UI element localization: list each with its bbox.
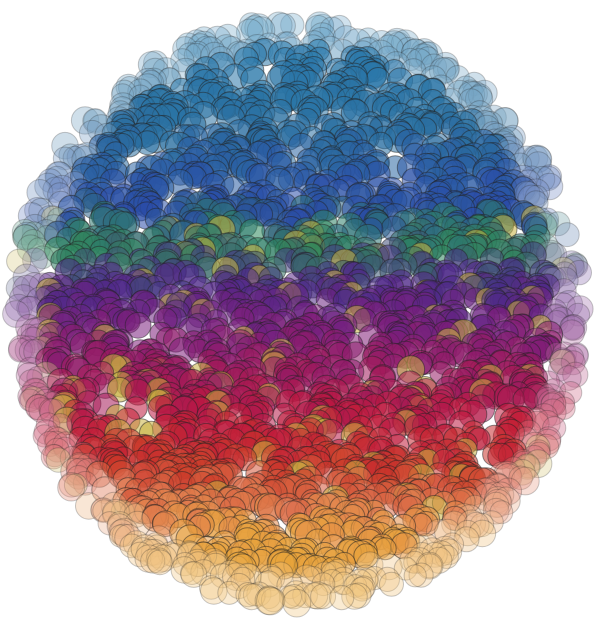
circle xyxy=(16,234,45,263)
circle xyxy=(379,571,404,597)
circle xyxy=(468,83,493,108)
circle xyxy=(6,248,32,274)
circle xyxy=(521,144,549,172)
circle xyxy=(398,47,422,72)
circle xyxy=(110,83,135,107)
circle xyxy=(386,31,411,57)
circle xyxy=(537,164,563,190)
circle xyxy=(524,151,552,179)
circle xyxy=(414,41,444,70)
circle xyxy=(191,26,217,51)
circle xyxy=(437,57,460,81)
circle xyxy=(410,38,438,66)
circle xyxy=(522,178,551,206)
circle xyxy=(137,51,165,79)
circle xyxy=(369,30,395,55)
circle xyxy=(310,13,335,38)
circle xyxy=(280,12,305,38)
circle xyxy=(143,50,169,76)
circle xyxy=(214,23,241,50)
circle xyxy=(170,48,195,73)
circle xyxy=(558,250,585,277)
circle xyxy=(409,43,438,72)
circle xyxy=(522,144,552,174)
circle xyxy=(382,27,412,57)
circle xyxy=(453,75,479,101)
circle xyxy=(329,585,355,611)
circle xyxy=(458,79,483,104)
circle xyxy=(270,12,296,39)
circle xyxy=(560,255,585,280)
circle xyxy=(566,295,594,323)
circle xyxy=(147,549,173,576)
circle xyxy=(554,222,580,248)
circle xyxy=(2,300,30,328)
circle xyxy=(12,224,39,250)
circle xyxy=(566,259,592,286)
circle xyxy=(379,30,409,60)
circle xyxy=(26,179,54,206)
circle xyxy=(462,71,487,97)
circle xyxy=(172,36,198,62)
circle xyxy=(13,221,41,250)
circle xyxy=(319,16,345,42)
circle xyxy=(414,41,439,65)
circle xyxy=(42,176,69,203)
circle xyxy=(415,46,440,71)
circle xyxy=(525,145,553,173)
circle xyxy=(9,284,38,313)
circle xyxy=(34,172,62,200)
circle xyxy=(115,73,142,100)
circle xyxy=(20,229,46,254)
circle xyxy=(566,302,591,327)
circle xyxy=(471,79,498,107)
circle xyxy=(5,275,31,301)
circle xyxy=(83,108,107,133)
circle xyxy=(327,14,352,40)
circle xyxy=(17,202,46,230)
circle xyxy=(38,168,63,194)
circle xyxy=(535,165,562,191)
circle xyxy=(564,253,589,278)
circle xyxy=(28,197,55,224)
circle xyxy=(152,57,180,85)
circle xyxy=(5,293,33,322)
circle xyxy=(554,290,584,319)
circle xyxy=(401,38,430,67)
circle xyxy=(401,38,430,68)
circle xyxy=(175,32,201,57)
circle xyxy=(432,51,459,79)
circle xyxy=(282,588,312,618)
circle xyxy=(239,12,264,37)
circle xyxy=(535,172,564,201)
circle xyxy=(118,76,142,100)
circle xyxy=(22,247,48,274)
circle xyxy=(12,224,39,251)
circle xyxy=(111,79,137,105)
circle xyxy=(184,29,210,54)
circle xyxy=(52,146,77,171)
circle xyxy=(44,165,70,190)
circle xyxy=(432,56,460,84)
circle xyxy=(255,586,285,616)
circle xyxy=(403,564,427,588)
circle xyxy=(390,29,420,59)
circle xyxy=(563,252,588,277)
circle xyxy=(11,218,39,246)
circle xyxy=(24,197,51,224)
circle xyxy=(265,11,293,40)
circle xyxy=(461,80,488,107)
circle xyxy=(490,107,519,135)
circle xyxy=(70,106,100,135)
circle xyxy=(396,36,421,61)
circle xyxy=(445,65,470,90)
circle xyxy=(51,131,79,160)
circle xyxy=(491,107,519,135)
circle xyxy=(549,292,576,319)
